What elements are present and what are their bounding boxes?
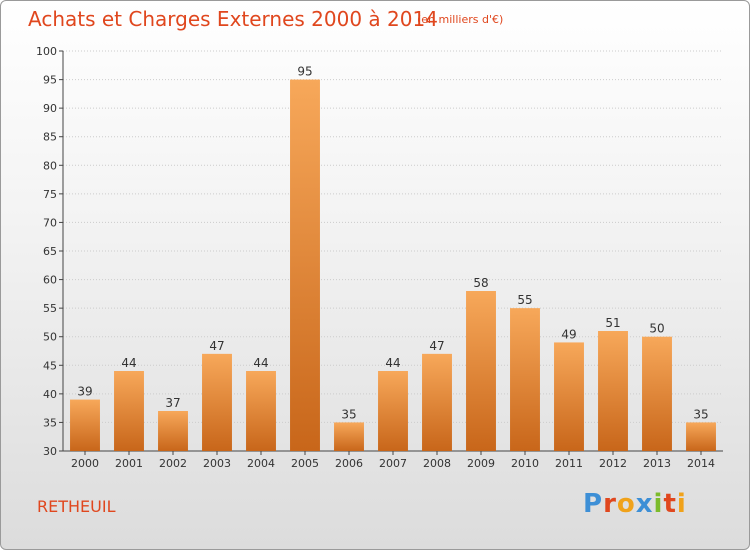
x-tick-label: 2006 bbox=[335, 457, 363, 470]
bar bbox=[598, 331, 628, 451]
bar bbox=[290, 79, 320, 452]
bar bbox=[114, 371, 144, 451]
x-tick-label: 2002 bbox=[159, 457, 187, 470]
y-tick-label: 60 bbox=[43, 274, 57, 287]
y-tick-label: 100 bbox=[36, 45, 57, 58]
bar bbox=[466, 291, 496, 451]
data-label: 35 bbox=[693, 407, 708, 421]
y-tick-label: 95 bbox=[43, 74, 57, 87]
bar bbox=[422, 353, 452, 451]
logo-letter: x bbox=[635, 489, 654, 519]
x-tick-label: 2012 bbox=[599, 457, 627, 470]
y-tick-label: 65 bbox=[43, 245, 57, 258]
bar bbox=[510, 308, 540, 451]
data-label: 95 bbox=[297, 65, 312, 79]
bar bbox=[202, 353, 232, 451]
data-label: 50 bbox=[649, 322, 664, 336]
bar bbox=[686, 422, 716, 451]
y-tick-label: 75 bbox=[43, 188, 57, 201]
x-tick-label: 2013 bbox=[643, 457, 671, 470]
bar bbox=[246, 371, 276, 451]
x-tick-label: 2003 bbox=[203, 457, 231, 470]
commune-name: RETHEUIL bbox=[37, 497, 116, 516]
logo-letter: P bbox=[583, 489, 604, 519]
y-tick-label: 55 bbox=[43, 302, 57, 315]
data-label: 49 bbox=[561, 327, 576, 341]
x-tick-label: 2005 bbox=[291, 457, 319, 470]
bar bbox=[70, 399, 100, 451]
x-tick-label: 2004 bbox=[247, 457, 275, 470]
chart-subtitle: (en milliers d'€) bbox=[417, 13, 504, 26]
y-tick-label: 35 bbox=[43, 416, 57, 429]
x-tick-label: 2001 bbox=[115, 457, 143, 470]
x-tick-label: 2014 bbox=[687, 457, 715, 470]
data-label: 44 bbox=[385, 356, 400, 370]
data-label: 51 bbox=[605, 316, 620, 330]
data-label: 47 bbox=[209, 339, 224, 353]
bar bbox=[334, 422, 364, 451]
data-label: 47 bbox=[429, 339, 444, 353]
data-label: 37 bbox=[165, 396, 180, 410]
y-tick-label: 40 bbox=[43, 388, 57, 401]
y-tick-label: 85 bbox=[43, 131, 57, 144]
logo-letter: i bbox=[653, 489, 664, 519]
y-tick-label: 50 bbox=[43, 331, 57, 344]
logo-letter: o bbox=[616, 489, 636, 519]
data-label: 44 bbox=[121, 356, 136, 370]
y-tick-label: 80 bbox=[43, 159, 57, 172]
x-tick-label: 2008 bbox=[423, 457, 451, 470]
chart-title: Achats et Charges Externes 2000 à 2014 bbox=[28, 7, 438, 31]
data-label: 44 bbox=[253, 356, 268, 370]
x-tick-label: 2010 bbox=[511, 457, 539, 470]
data-label: 35 bbox=[341, 407, 356, 421]
data-label: 55 bbox=[517, 293, 532, 307]
y-tick-label: 30 bbox=[43, 445, 57, 458]
y-tick-label: 70 bbox=[43, 216, 57, 229]
x-tick-label: 2000 bbox=[71, 457, 99, 470]
logo-letter: r bbox=[603, 489, 617, 519]
data-label: 39 bbox=[77, 385, 92, 399]
bar bbox=[378, 371, 408, 451]
bar bbox=[642, 336, 672, 451]
data-label: 58 bbox=[473, 276, 488, 290]
logo-letter: i bbox=[676, 489, 687, 519]
logo-letter: t bbox=[663, 489, 677, 519]
bar bbox=[158, 411, 188, 451]
y-tick-label: 90 bbox=[43, 102, 57, 115]
bar bbox=[554, 342, 584, 451]
x-tick-label: 2011 bbox=[555, 457, 583, 470]
proxiti-logo: Proxiti bbox=[583, 489, 687, 519]
y-tick-label: 45 bbox=[43, 359, 57, 372]
x-tick-label: 2007 bbox=[379, 457, 407, 470]
x-tick-label: 2009 bbox=[467, 457, 495, 470]
